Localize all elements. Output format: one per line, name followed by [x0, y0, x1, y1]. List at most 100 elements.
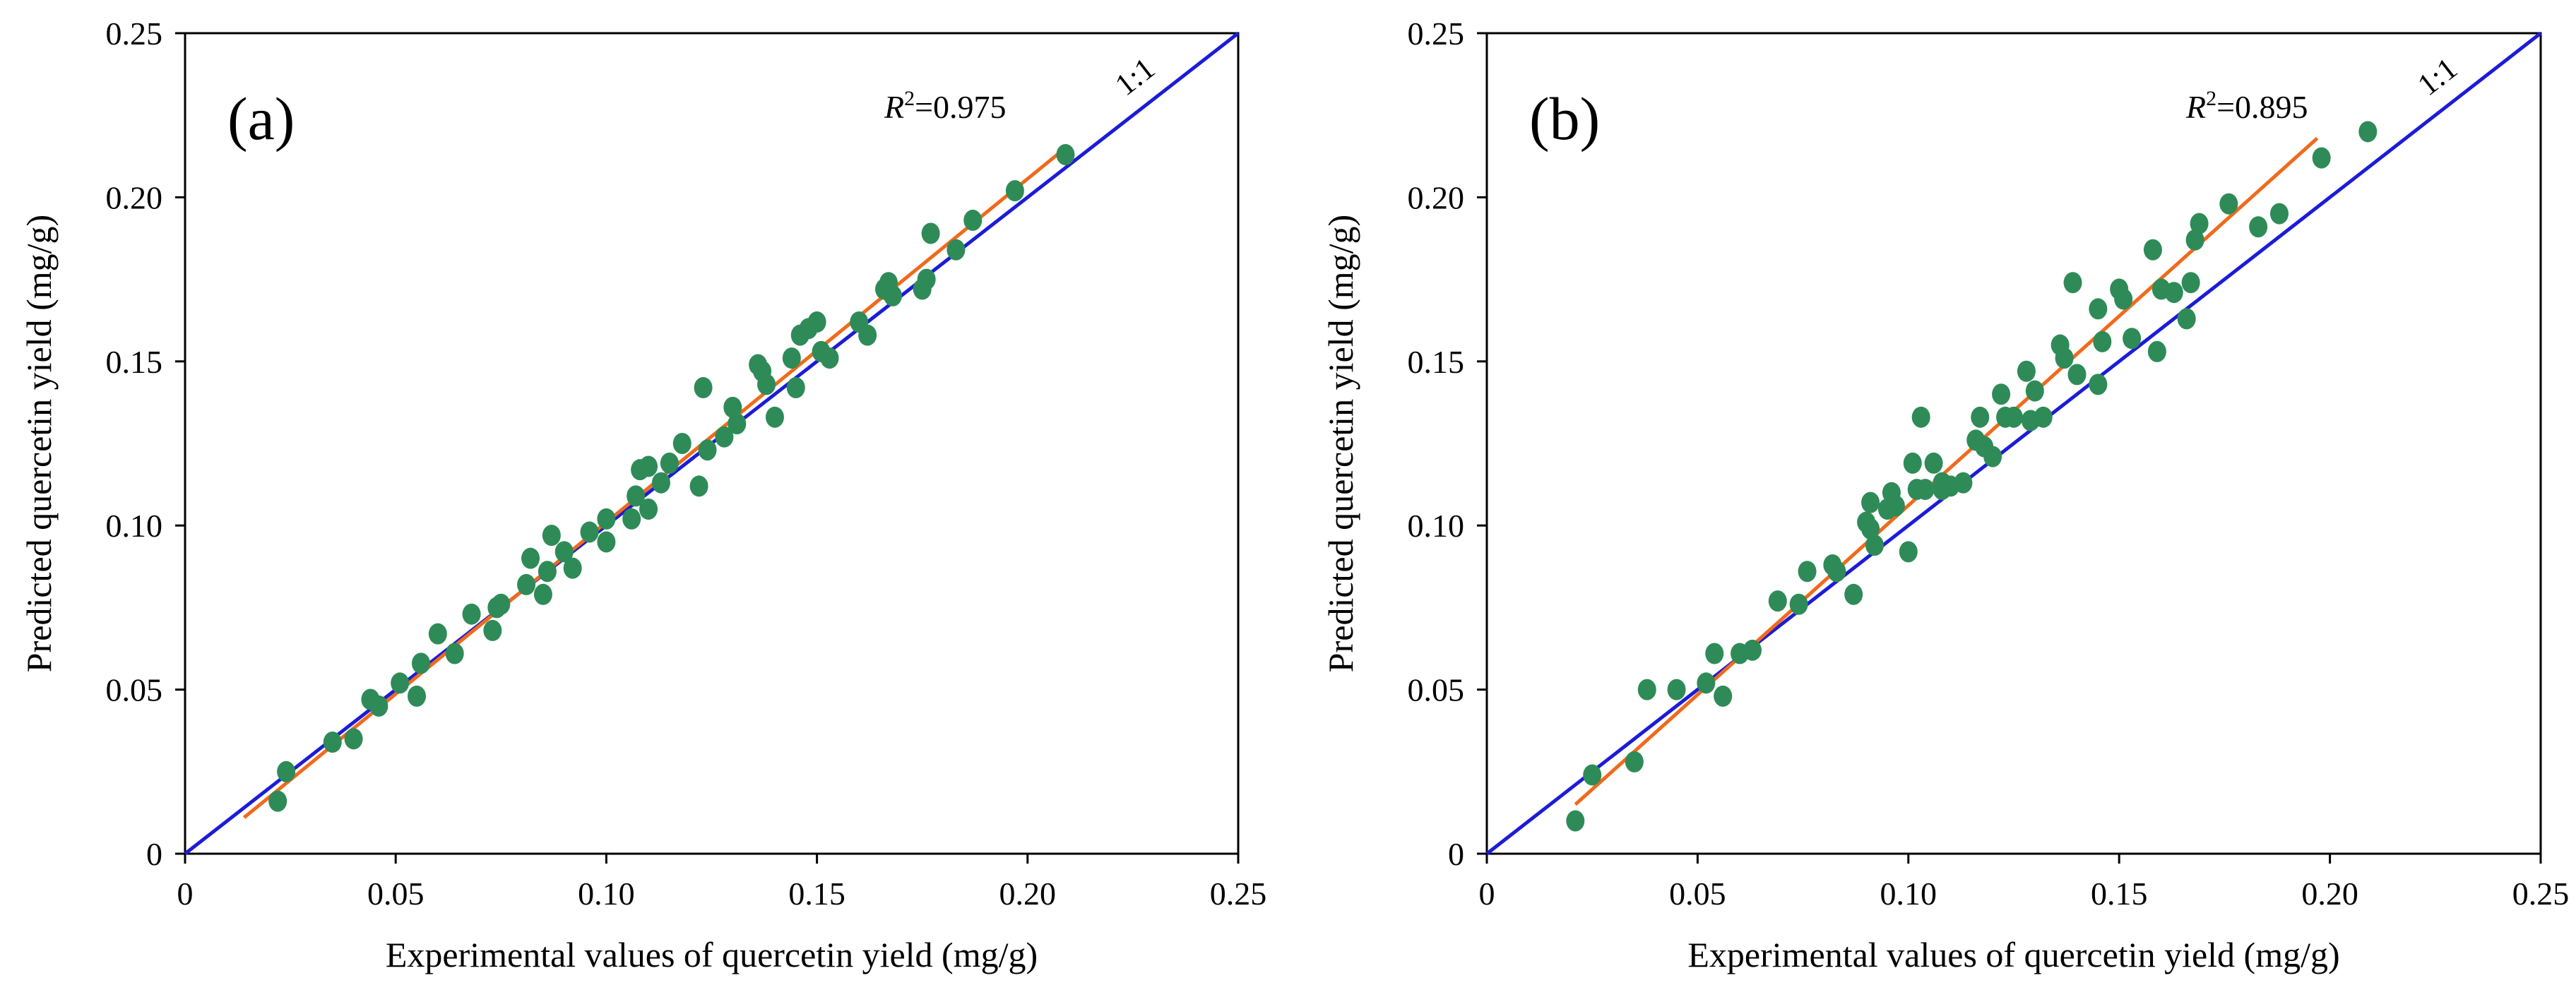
data-point	[597, 508, 616, 530]
data-point	[917, 268, 936, 290]
y-tick-label: 0.25	[1408, 16, 1465, 52]
data-point	[277, 761, 296, 782]
panel-label: (a)	[227, 85, 295, 153]
y-axis-title: Predicted quercetin yield (mg/g)	[1321, 215, 1360, 672]
data-point	[445, 643, 464, 664]
panel-b: 0 0.05 0.10 0.15 0.20 0.25 0 0.05 0.10 0.15 0.20 0.…	[1321, 16, 2569, 974]
data-point	[1697, 672, 1716, 694]
x-tick-label: 0.20	[999, 876, 1057, 912]
data-point	[1983, 446, 2002, 467]
x-tick-label: 0	[177, 876, 194, 912]
data-point	[2249, 216, 2268, 238]
data-point	[580, 521, 599, 543]
data-point	[698, 439, 717, 461]
x-tick-label: 0.15	[2091, 876, 2148, 912]
data-point	[1899, 541, 1918, 563]
y-tick-label: 0.20	[106, 179, 163, 215]
data-point	[757, 374, 776, 395]
data-point	[639, 455, 658, 477]
data-point	[2147, 340, 2166, 362]
x-tick-label: 0.15	[788, 876, 845, 912]
data-point	[694, 376, 713, 398]
data-point	[627, 485, 646, 507]
data-point	[765, 406, 784, 428]
y-tick-label: 0	[146, 836, 162, 872]
data-point	[883, 285, 902, 306]
data-point	[2358, 121, 2378, 143]
r-squared-exponent: 2	[2206, 87, 2216, 110]
data-point	[946, 239, 966, 261]
x-tick-label: 0.20	[2301, 876, 2358, 912]
data-point	[1916, 479, 1935, 501]
data-point	[820, 347, 839, 369]
data-point	[1865, 535, 1884, 556]
data-point	[2219, 193, 2238, 215]
data-point	[597, 531, 616, 553]
data-point	[1667, 679, 1686, 700]
data-point	[1566, 810, 1585, 832]
data-point	[1056, 143, 1075, 165]
data-point	[2143, 239, 2162, 261]
data-point	[542, 525, 561, 547]
x-tick-label: 0.05	[1669, 876, 1726, 912]
data-point	[672, 433, 692, 454]
data-point	[715, 426, 734, 448]
data-point	[492, 593, 511, 615]
y-tick-label: 0.15	[1408, 344, 1465, 380]
y-axis-title: Predicted quercetin yield (mg/g)	[19, 215, 59, 672]
data-point	[1971, 406, 1990, 428]
r-squared-symbol: R	[2185, 89, 2206, 125]
data-point	[807, 311, 826, 333]
data-point	[2185, 229, 2204, 251]
data-point	[1861, 491, 1880, 513]
data-point	[1954, 472, 1973, 494]
data-point	[1583, 764, 1602, 786]
data-point	[2114, 288, 2133, 310]
data-point	[1861, 518, 1880, 539]
data-point	[2055, 347, 2074, 369]
x-tick-label: 0.25	[2512, 876, 2570, 912]
data-point	[369, 695, 388, 717]
data-point	[622, 508, 641, 530]
data-point	[538, 561, 557, 583]
data-point	[391, 672, 410, 694]
data-point	[1637, 679, 1656, 700]
panel-label: (b)	[1529, 85, 1600, 153]
y-tick-label: 0.05	[106, 672, 163, 708]
data-point	[1903, 452, 1922, 474]
data-point	[1911, 406, 1930, 428]
data-point	[2005, 406, 2023, 428]
r-squared-annotation: R2=0.895	[2185, 87, 2308, 125]
x-tick-label: 0.25	[1210, 876, 1267, 912]
r-squared-symbol: R	[884, 89, 904, 125]
data-point	[2177, 308, 2196, 330]
y-tick-label: 0.15	[106, 344, 163, 380]
data-point	[462, 603, 481, 625]
data-point	[2181, 272, 2200, 294]
y-tick-label: 0.25	[106, 16, 163, 52]
data-point	[2269, 203, 2289, 225]
data-point	[689, 475, 708, 497]
data-point	[728, 413, 747, 435]
data-point	[521, 547, 540, 569]
data-point	[2190, 213, 2209, 234]
x-tick-label: 0.10	[1880, 876, 1937, 912]
data-point	[1798, 561, 1817, 583]
y-tick-label: 0.20	[1408, 179, 1465, 215]
data-point	[2067, 364, 2087, 386]
x-axis-title: Experimental values of quercetin yield (…	[1687, 935, 2339, 974]
r-squared-value: =0.895	[2216, 89, 2308, 125]
data-point	[517, 573, 536, 595]
data-point	[2034, 406, 2053, 428]
r-squared-exponent: 2	[904, 87, 915, 110]
identity-line	[1485, 32, 2542, 855]
data-point	[2025, 380, 2044, 402]
x-axis-title: Experimental values of quercetin yield (…	[386, 935, 1038, 974]
data-point	[2017, 360, 2036, 382]
r-squared-value: =0.975	[915, 89, 1006, 125]
data-point	[563, 557, 582, 579]
data-point	[786, 376, 805, 398]
y-tick-label: 0	[1448, 836, 1464, 872]
